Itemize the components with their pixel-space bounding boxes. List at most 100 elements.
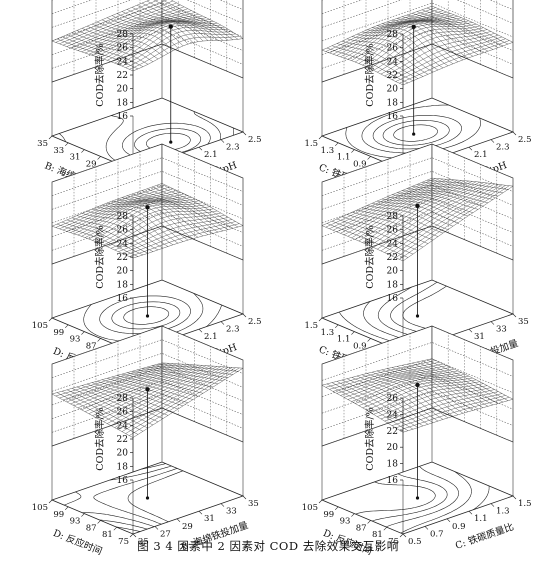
wall-gridline	[51, 212, 244, 251]
x-tick	[468, 146, 473, 151]
wall-gridline	[321, 43, 514, 83]
contour-line	[355, 481, 436, 515]
response-surface	[51, 362, 244, 438]
contour-line	[371, 473, 448, 522]
wall-gridline	[51, 143, 244, 183]
contour-line	[123, 306, 170, 325]
wall-gridline	[321, 225, 514, 265]
contour-line	[400, 471, 472, 534]
x-tick	[154, 526, 159, 530]
y-tick-label: 87	[86, 341, 97, 351]
x-tick	[512, 313, 517, 318]
z-tick-label: 26	[387, 226, 399, 236]
contour-line	[99, 463, 166, 530]
z-tick-label: 22	[117, 71, 128, 81]
wall-gridline	[51, 198, 244, 237]
z-axis-title: COD去除率/%	[94, 43, 106, 106]
z-tick-label: 26	[117, 226, 129, 236]
wall-gridline	[51, 0, 244, 28]
y-tick-label: 81	[102, 530, 113, 540]
wall-gridline	[321, 16, 514, 55]
x-tick	[468, 328, 473, 333]
z-tick-label: 24	[117, 57, 129, 67]
z-tick-label: 20	[387, 443, 399, 453]
chart-panel-6: 161820222426COD去除率/%0.50.70.91.11.31.5C:…	[302, 325, 532, 557]
z-tick-label: 28	[387, 212, 399, 222]
contour-line	[82, 465, 172, 527]
x-tick	[402, 533, 407, 538]
optimum-floor-point	[145, 314, 150, 318]
response-surface	[321, 358, 514, 433]
y-tick	[97, 520, 101, 524]
y-tick-label: 99	[323, 510, 334, 520]
x-tick-label: 2.3	[226, 143, 240, 153]
response-surface	[51, 183, 244, 259]
x-tick-label: 31	[204, 514, 215, 524]
y-tick	[351, 513, 355, 517]
wall-gridline	[321, 374, 514, 414]
z-tick-label: 24	[387, 57, 399, 67]
x-tick-label: 27	[160, 529, 171, 539]
y-tick-label: 29	[86, 159, 97, 169]
wall-gridline	[321, 143, 514, 183]
y-tick-label: 1.3	[321, 328, 335, 338]
x-tick-label: 2.1	[204, 150, 218, 160]
z-axis-title: COD去除率/%	[364, 43, 376, 106]
x-tick-label: 0.5	[408, 537, 422, 547]
y-tick-label: 75	[388, 537, 399, 547]
y-tick-label: 1.3	[321, 146, 335, 156]
wall-gridline	[321, 0, 514, 28]
y-tick	[97, 156, 101, 160]
z-tick-label: 18	[117, 98, 129, 108]
x-tick	[176, 518, 181, 523]
y-tick-label: 99	[53, 510, 64, 520]
x-tick-label: 2.3	[496, 143, 510, 153]
y-tick	[113, 526, 118, 531]
contour-line	[127, 470, 184, 523]
z-tick-label: 20	[117, 85, 129, 95]
x-tick	[242, 495, 247, 500]
y-tick-label: 75	[118, 537, 129, 547]
back-wall-y	[51, 0, 163, 83]
z-axis-title: COD去除率/%	[94, 225, 106, 288]
y-tick	[81, 149, 85, 153]
z-tick-label: 28	[117, 30, 129, 40]
x-tick	[468, 510, 473, 515]
x-tick	[490, 139, 495, 143]
z-axis-title: COD去除率/%	[364, 225, 376, 288]
z-tick-label: 26	[117, 408, 129, 418]
z-tick-label: 24	[117, 421, 129, 431]
response-surface	[51, 0, 244, 72]
optimum-floor-point	[415, 314, 420, 318]
z-tick-label: 18	[387, 460, 399, 470]
y-tick-label: 87	[86, 523, 97, 533]
z-tick-label: 22	[387, 427, 398, 437]
x-tick-label: 33	[496, 325, 507, 335]
x-tick-label: 25	[138, 537, 149, 547]
wall-gridline	[51, 157, 244, 196]
x-tick	[198, 510, 203, 515]
y-tick	[334, 506, 339, 511]
y-tick-label: 0.9	[353, 341, 367, 351]
wall-gridline	[321, 391, 514, 430]
response-surface	[321, 177, 514, 262]
y-tick	[97, 338, 101, 342]
z-tick-label: 22	[117, 435, 128, 445]
contour-line	[63, 468, 178, 525]
x-tick	[242, 131, 247, 136]
y-tick-label: 1.1	[337, 153, 351, 163]
y-tick	[367, 338, 371, 342]
x-tick-label: 2.3	[226, 325, 240, 335]
z-tick-label: 28	[117, 212, 129, 222]
contour-line	[116, 526, 141, 532]
optimum-point	[415, 382, 420, 388]
wall-gridline	[51, 225, 244, 265]
x-tick-label: 1.3	[496, 507, 510, 517]
wall-gridline	[321, 325, 514, 365]
y-tick	[367, 156, 371, 160]
z-tick-label: 16	[117, 476, 129, 486]
z-tick-label: 26	[117, 44, 129, 54]
y-tick-label: 93	[340, 517, 351, 527]
z-tick-label: 28	[387, 30, 399, 40]
